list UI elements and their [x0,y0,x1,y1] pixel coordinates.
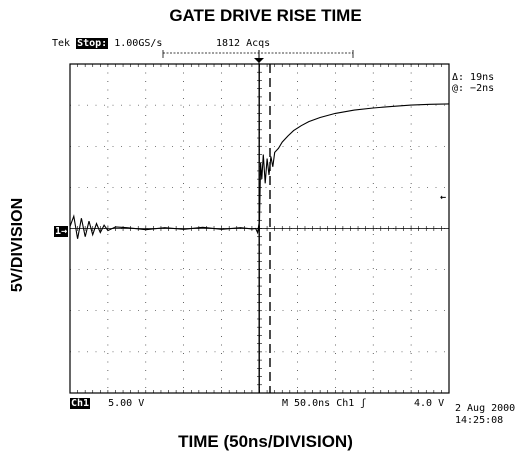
trigger-source: Ch1 [336,398,355,409]
trigger-position-icon [254,58,264,63]
waveform-trace [69,103,450,239]
scope-mode-badge: Stop: [76,38,109,49]
x-axis-label: TIME (50ns/DIVISION) [178,432,353,451]
scope-status-line: Tek Stop: 1.00GS/s [52,38,162,49]
time-readout: 14:25:08 [455,415,504,426]
trigger-slope-icon: ʃ [360,398,367,409]
channel-scale: 5.00 V [108,398,145,409]
timebase: M 50.0ns [282,398,331,409]
scope-acquisitions: 1812 Acqs [216,38,271,49]
scope-sample-rate: 1.00GS/s [114,38,163,49]
scope-brand: Tek [52,38,71,49]
scope-decorations [162,50,354,393]
channel1-ground-marker: 1→ [54,226,69,237]
trigger-level-marker: ← [440,192,447,203]
timebase-readout: M 50.0ns Ch1 ʃ [282,398,366,409]
cursor-delta-readout: Δ: 19ns [452,72,495,83]
cursor-at-readout: @: −2ns [452,83,495,94]
date-readout: 2 Aug 2000 [455,403,516,414]
channel-label-badge: Ch1 [70,398,91,409]
trigger-level-readout: 4.0 V [414,398,445,409]
channel-scale-readout: Ch1 5.00 V [70,398,144,409]
chart-title: GATE DRIVE RISE TIME [169,6,362,25]
